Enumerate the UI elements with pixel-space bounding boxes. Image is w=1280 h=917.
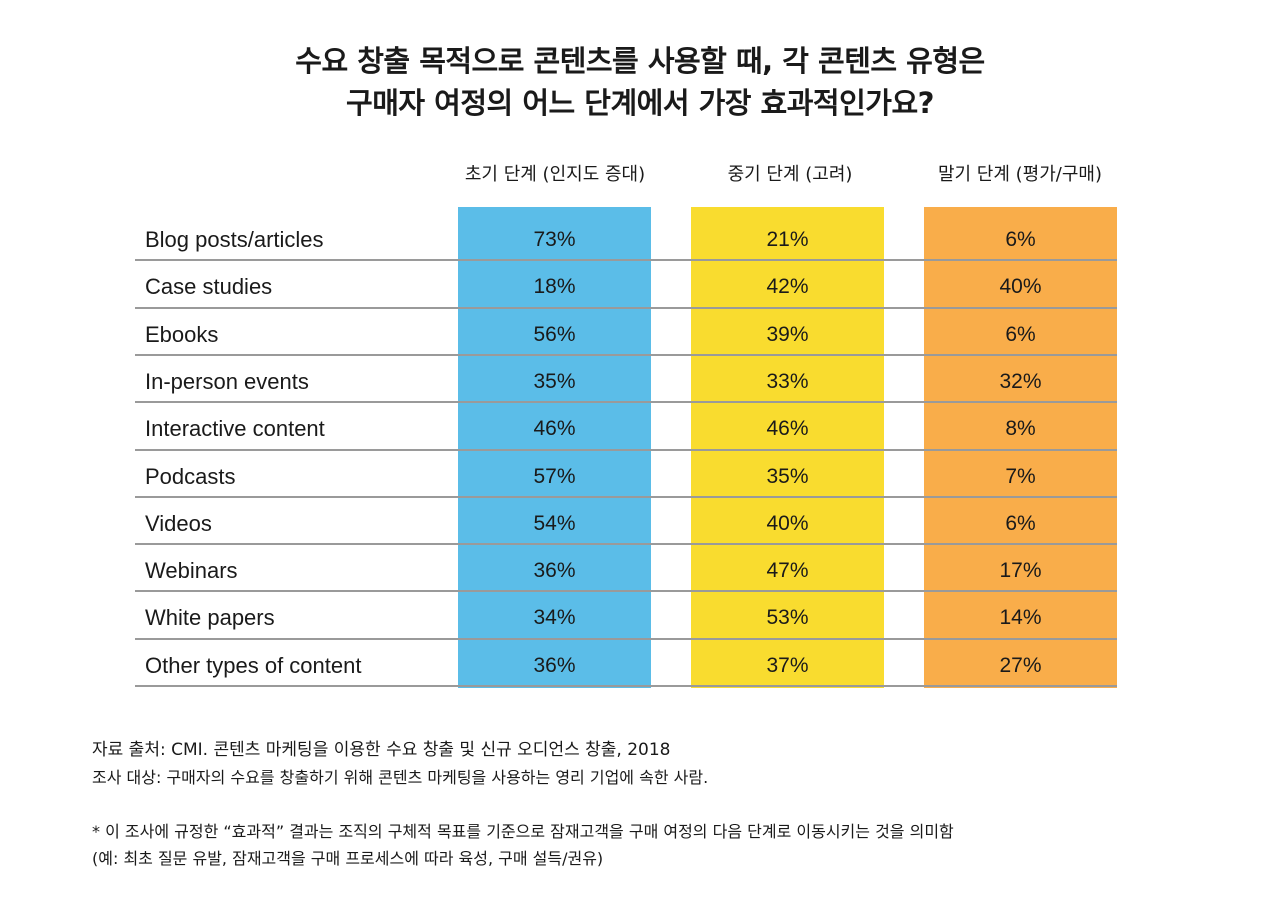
column-header-early: 초기 단계 (인지도 증대): [464, 164, 646, 185]
row-divider: [135, 685, 1117, 687]
row-divider: [135, 496, 1117, 498]
data-label-early: 18%: [533, 275, 576, 299]
row-label: Case studies: [145, 274, 273, 300]
data-label-mid: 42%: [766, 275, 809, 299]
data-label-early: 57%: [533, 464, 576, 488]
data-label-early: 36%: [533, 653, 576, 677]
row-label: Ebooks: [145, 321, 219, 347]
data-label-mid: 33%: [766, 369, 809, 393]
row-label: Podcasts: [145, 463, 236, 489]
chart-title-line-1: 수요 창출 목적으로 콘텐츠를 사용할 때, 각 콘텐츠 유형은: [295, 44, 985, 78]
data-label-late: 6%: [1005, 228, 1036, 251]
data-label-late: 32%: [999, 369, 1042, 393]
data-label-mid: 40%: [766, 511, 809, 535]
chart-title-line-2: 구매자 여정의 어느 단계에서 가장 효과적인가요?: [346, 86, 934, 120]
data-label-early: 34%: [533, 606, 576, 630]
data-label-mid: 46%: [766, 417, 809, 441]
row-divider: [135, 638, 1117, 640]
data-label-late: 6%: [1005, 322, 1036, 346]
data-label-late: 14%: [999, 606, 1042, 630]
data-label-late: 8%: [1005, 417, 1036, 441]
data-label-mid: 37%: [766, 653, 809, 677]
chart-title: 수요 창출 목적으로 콘텐츠를 사용할 때, 각 콘텐츠 유형은 구매자 여정의…: [0, 40, 1280, 124]
row-label: Blog posts/articles: [145, 227, 324, 252]
row-divider: [135, 543, 1117, 545]
source-note: 자료 출처: CMI. 콘텐츠 마케팅을 이용한 수요 창출 및 신규 오디언스…: [92, 740, 671, 760]
data-label-early: 73%: [533, 228, 576, 251]
footnote-line-1: * 이 조사에 규정한 “효과적” 결과는 조직의 구체적 목표를 기준으로 잠…: [92, 822, 954, 841]
column-header-late: 말기 단계 (평가/구매): [937, 164, 1103, 185]
data-label-mid: 35%: [766, 464, 809, 488]
data-label-mid: 21%: [766, 228, 809, 251]
data-label-late: 17%: [999, 559, 1042, 583]
column-header-mid: 중기 단계 (고려): [727, 164, 853, 185]
column-band-late: [924, 207, 1117, 688]
row-label: Webinars: [145, 558, 238, 584]
data-label-late: 40%: [999, 275, 1042, 299]
row-label: White papers: [145, 605, 275, 631]
row-divider: [135, 259, 1117, 261]
data-label-early: 56%: [533, 322, 576, 346]
data-label-mid: 47%: [766, 559, 809, 583]
row-label: Other types of content: [145, 652, 362, 678]
survey-note: 조사 대상: 구매자의 수요를 창출하기 위해 콘텐츠 마케팅을 사용하는 영리…: [92, 768, 709, 787]
data-label-early: 54%: [533, 511, 576, 535]
footnote-line-2: (예: 최초 질문 유발, 잠재고객을 구매 프로세스에 따라 육성, 구매 설…: [92, 849, 604, 868]
data-label-mid: 53%: [766, 606, 809, 630]
data-label-early: 35%: [533, 369, 576, 393]
column-band-mid: [691, 207, 884, 688]
data-label-late: 27%: [999, 653, 1042, 677]
row-divider: [135, 354, 1117, 356]
row-label: Videos: [145, 510, 212, 536]
column-band-early: [458, 207, 651, 688]
row-divider: [135, 307, 1117, 309]
row-divider: [135, 401, 1117, 403]
data-label-late: 6%: [1005, 511, 1036, 535]
row-label: Interactive content: [145, 416, 325, 442]
row-divider: [135, 590, 1117, 592]
data-label-late: 7%: [1005, 464, 1036, 488]
data-label-early: 46%: [533, 417, 576, 441]
data-label-early: 36%: [533, 559, 576, 583]
row-divider: [135, 449, 1117, 451]
row-label: In-person events: [145, 368, 309, 394]
data-label-mid: 39%: [766, 322, 809, 346]
